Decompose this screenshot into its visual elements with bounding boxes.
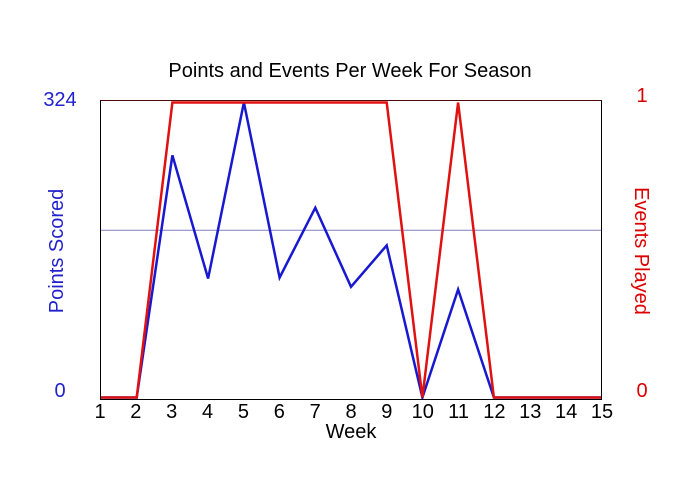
x-tick-label-12: 12: [483, 401, 506, 423]
x-tick-label-15: 15: [590, 401, 614, 423]
x-tick-label-11: 11: [448, 401, 469, 423]
x-tick-labels: 1 2 3 4 5 6 7 8 9 10 11 12 13 14 15: [94, 401, 613, 423]
chart-title: Points and Events Per Week For Season: [168, 60, 532, 82]
x-tick-label-10: 10: [411, 401, 434, 423]
points-scored-line: [101, 102, 601, 399]
x-tick-label-1: 1: [94, 401, 106, 423]
plot-area: [100, 100, 602, 400]
y-axis-left-max-tick: 324: [43, 89, 77, 111]
y-axis-right-max-tick: 1: [636, 85, 648, 107]
y-axis-left-min-tick: 0: [54, 380, 66, 402]
y-axis-right-min-tick: 0: [636, 380, 648, 402]
x-tick-label-2: 2: [130, 401, 142, 423]
x-tick-label-3: 3: [166, 401, 178, 423]
x-tick-label-9: 9: [381, 401, 393, 423]
x-tick-label-8: 8: [345, 401, 357, 423]
x-axis-title: Week: [325, 421, 377, 443]
x-tick-label-13: 13: [519, 401, 542, 423]
y-axis-left-title: Points Scored: [46, 188, 68, 314]
x-tick-label-6: 6: [273, 401, 285, 423]
x-tick-label-7: 7: [309, 401, 321, 423]
y-axis-right-title: Events Played: [630, 187, 652, 315]
plot-svg: [101, 101, 601, 399]
events-played-line: [101, 101, 601, 399]
x-tick-label-4: 4: [202, 401, 214, 423]
x-tick-label-14: 14: [555, 401, 578, 423]
x-tick-label-5: 5: [237, 401, 249, 423]
